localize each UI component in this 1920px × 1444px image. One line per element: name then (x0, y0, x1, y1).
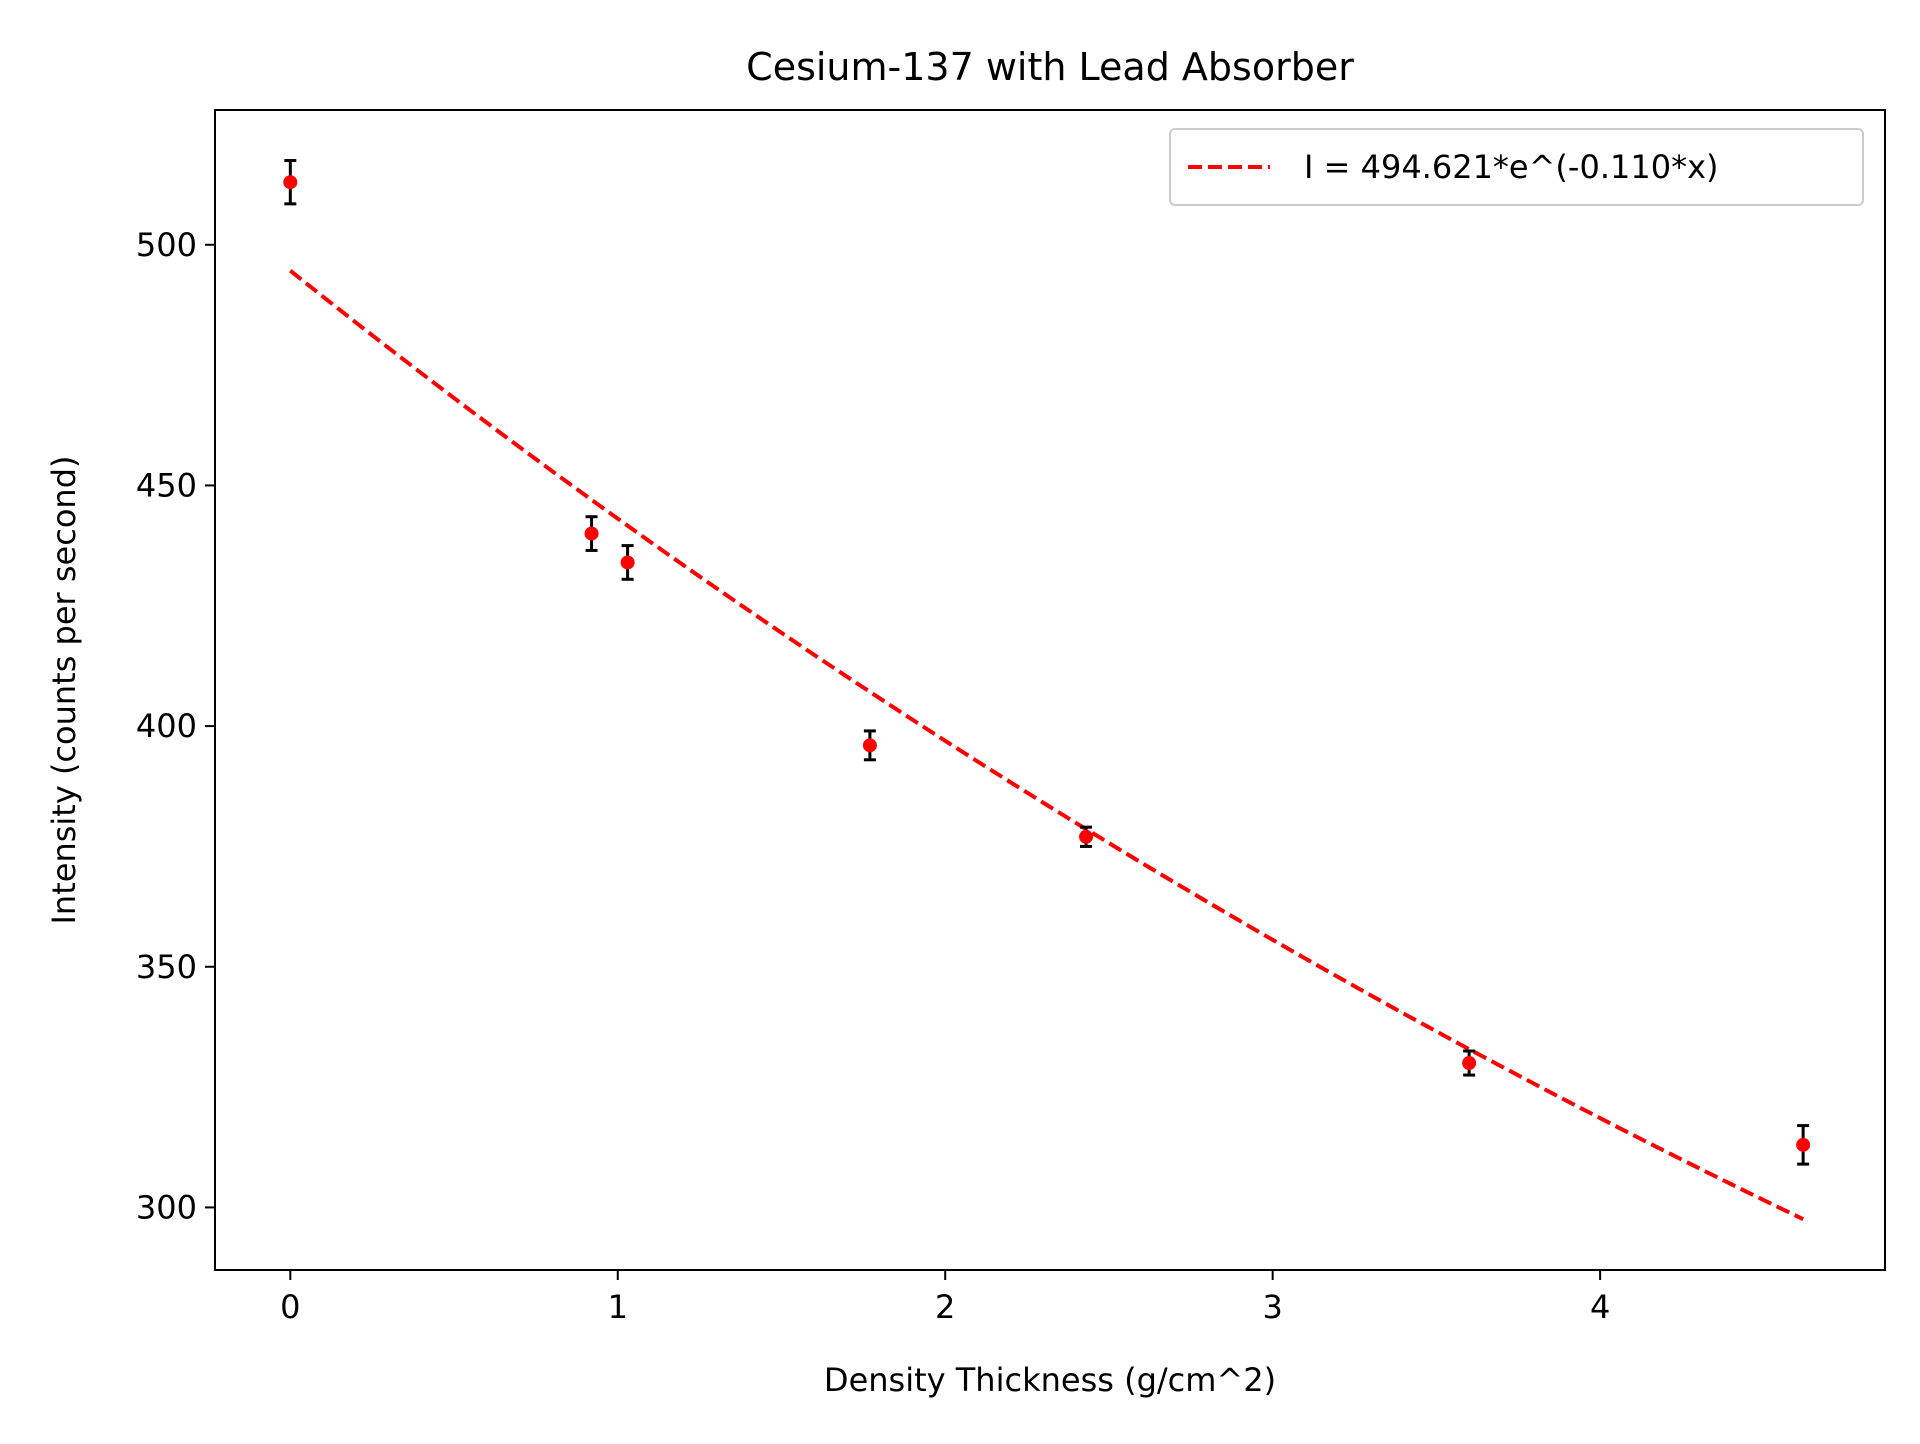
data-point (1796, 1137, 1811, 1152)
data-point (620, 555, 635, 570)
data-point (283, 175, 298, 190)
data-point (1079, 829, 1094, 844)
chart-title: Cesium-137 with Lead Absorber (746, 45, 1354, 89)
y-tick-label: 350 (136, 948, 197, 986)
x-tick-label: 2 (935, 1288, 955, 1326)
legend-label: I = 494.621*e^(-0.110*x) (1304, 148, 1718, 186)
data-point (1462, 1056, 1477, 1071)
y-tick-label: 500 (136, 226, 197, 264)
x-tick-label: 0 (280, 1288, 300, 1326)
data-points-group (283, 175, 1811, 1152)
fit-line-group (289, 269, 1805, 1222)
plot-frame (214, 109, 1886, 1271)
y-axis-label: Intensity (counts per second) (45, 456, 83, 925)
y-tick-label: 450 (136, 466, 197, 504)
x-axis-ticks: 0 1 2 3 4 (280, 1270, 1610, 1326)
legend-box (1169, 128, 1864, 206)
x-tick-label: 3 (1262, 1288, 1282, 1326)
x-tick-label: 1 (608, 1288, 628, 1326)
y-tick-label: 400 (136, 707, 197, 745)
x-axis-label: Density Thickness (g/cm^2) (824, 1361, 1276, 1399)
data-point (584, 526, 599, 541)
data-point (862, 738, 877, 753)
x-tick-label: 4 (1590, 1288, 1610, 1326)
legend: I = 494.621*e^(-0.110*x) (1169, 128, 1864, 206)
y-tick-label: 300 (136, 1188, 197, 1226)
y-axis-ticks: 300 350 400 450 500 (136, 226, 215, 1226)
fit-curve (289, 269, 1805, 1222)
